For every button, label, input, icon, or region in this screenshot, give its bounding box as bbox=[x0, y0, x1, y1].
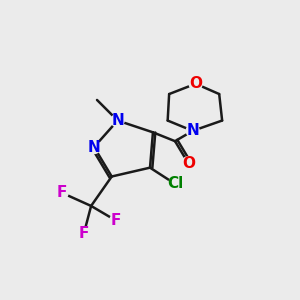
Circle shape bbox=[77, 227, 90, 240]
Text: F: F bbox=[79, 226, 89, 242]
Circle shape bbox=[169, 177, 182, 190]
Circle shape bbox=[110, 214, 123, 227]
Circle shape bbox=[189, 77, 202, 90]
Text: O: O bbox=[189, 76, 202, 91]
Circle shape bbox=[111, 114, 124, 127]
Text: Cl: Cl bbox=[167, 176, 183, 191]
Text: N: N bbox=[186, 123, 199, 138]
Text: N: N bbox=[111, 113, 124, 128]
Circle shape bbox=[55, 186, 68, 199]
Text: O: O bbox=[182, 156, 195, 171]
Text: F: F bbox=[56, 185, 67, 200]
Circle shape bbox=[186, 124, 199, 137]
Circle shape bbox=[182, 157, 195, 170]
Circle shape bbox=[88, 141, 100, 154]
Text: F: F bbox=[111, 213, 121, 228]
Text: N: N bbox=[88, 140, 100, 154]
